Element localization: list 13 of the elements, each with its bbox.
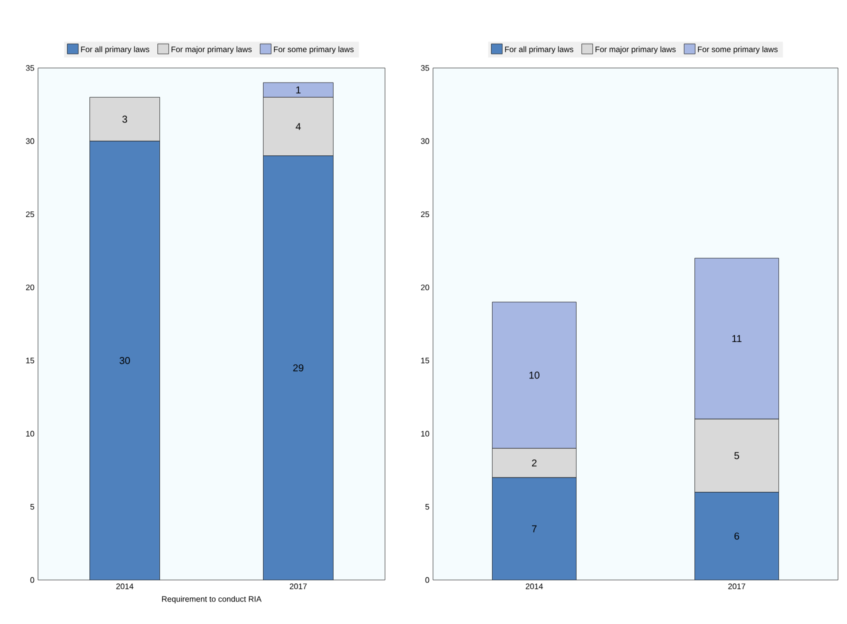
bar <box>90 140 160 580</box>
data-label: 29 <box>293 364 304 372</box>
data-label: 4 <box>296 123 301 130</box>
data-label: 3 <box>122 116 128 123</box>
data-label: 11 <box>732 335 742 342</box>
data-label: 2 <box>532 459 537 466</box>
data-label: 6 <box>734 532 740 540</box>
bar <box>263 156 334 580</box>
data-label: 1 <box>296 86 301 94</box>
data-label: 7 <box>532 525 537 532</box>
data-label: 30 <box>120 357 130 364</box>
data-label: 10 <box>529 372 540 379</box>
data-label: 5 <box>734 452 740 460</box>
